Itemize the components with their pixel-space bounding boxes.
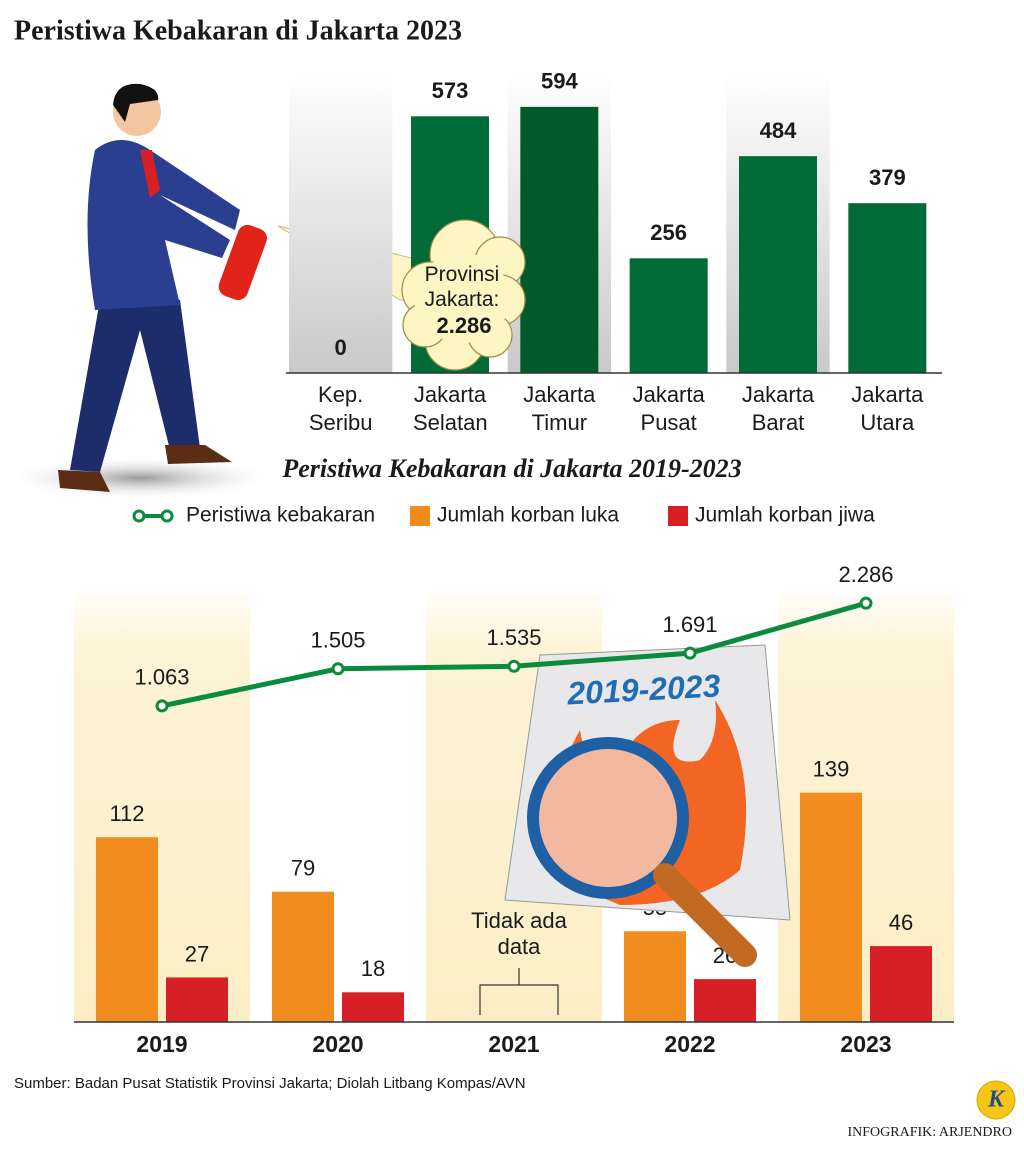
cloud-core	[414, 253, 510, 343]
x-tick-label: 2019	[136, 1031, 187, 1057]
x-tick-label: 2021	[488, 1031, 539, 1057]
x-tick-label: 2020	[312, 1031, 363, 1057]
value-label: 46	[889, 910, 913, 935]
bar	[166, 977, 228, 1022]
x-tick-label: 2022	[664, 1031, 715, 1057]
logo: K	[987, 1087, 1006, 1113]
legend-marker	[132, 509, 146, 523]
bar	[848, 203, 927, 373]
value-label: 1.691	[662, 612, 717, 637]
x-tick-label: 2023	[840, 1031, 891, 1057]
value-label: 79	[291, 855, 315, 880]
value-label: 27	[185, 941, 209, 966]
legend-label: Jumlah korban luka	[437, 504, 619, 527]
illustration-text: 2019-2023	[566, 667, 722, 711]
value-label: 112	[109, 801, 144, 826]
line-marker	[155, 699, 169, 713]
legend-label: Peristiwa kebakaran	[186, 504, 375, 527]
legend-marker	[160, 509, 174, 523]
chart-title: Peristiwa Kebakaran di Jakarta 2023	[14, 15, 462, 46]
value-label: 573	[432, 78, 469, 103]
total-label: 2.286	[436, 313, 491, 338]
annotation-bracket	[479, 968, 559, 1015]
line-marker	[859, 596, 873, 610]
value-label: 139	[813, 756, 850, 781]
bar	[870, 946, 932, 1022]
x-tick-label: Kep. Seribu	[308, 382, 373, 435]
line-marker	[683, 646, 697, 660]
handle	[653, 863, 757, 967]
x-tick-label: Jakarta Pusat	[632, 382, 705, 435]
chart-title: Peristiwa Kebakaran di Jakarta 2019-2023	[281, 454, 741, 483]
bar	[629, 258, 708, 373]
value-label: 1.505	[310, 628, 365, 653]
value-label: 379	[869, 165, 906, 190]
value-label: 256	[650, 220, 687, 245]
value-label: 0	[335, 335, 347, 360]
bar	[800, 792, 862, 1022]
bar	[739, 156, 817, 373]
credit: INFOGRAFIK: ARJENDRO	[847, 1125, 1012, 1140]
bar	[342, 992, 404, 1022]
x-tick-label: Jakarta Utara	[851, 382, 924, 435]
value-label: 1.535	[486, 625, 541, 650]
bar	[624, 931, 686, 1022]
legend-swatch	[668, 506, 688, 526]
lens	[527, 737, 689, 899]
bar	[694, 979, 756, 1022]
bar	[96, 837, 158, 1022]
line-marker	[507, 659, 521, 673]
x-tick-label: Jakarta Selatan	[413, 382, 488, 435]
column-background	[289, 70, 393, 373]
illustration-calendar: 2019-2023	[504, 644, 791, 967]
x-tick-label: Jakarta Timur	[523, 382, 596, 435]
value-label: 484	[760, 118, 797, 143]
annotation: Tidak ada data	[471, 908, 567, 959]
value-label: 594	[541, 69, 578, 94]
legend-swatch	[410, 506, 430, 526]
legend-label: Jumlah korban jiwa	[695, 504, 875, 527]
value-label: 2.286	[838, 562, 893, 587]
bar	[520, 106, 599, 373]
annotation: Provinsi Jakarta:	[424, 263, 500, 311]
source: Sumber: Badan Pusat Statistik Provinsi J…	[14, 1075, 526, 1092]
value-label: 1.063	[134, 665, 189, 690]
callout-cloud	[401, 219, 526, 371]
bar	[272, 891, 334, 1022]
line-marker	[331, 662, 345, 676]
value-label: 18	[361, 956, 385, 981]
x-tick-label: Jakarta Barat	[741, 382, 815, 435]
logo-badge	[976, 1080, 1016, 1120]
